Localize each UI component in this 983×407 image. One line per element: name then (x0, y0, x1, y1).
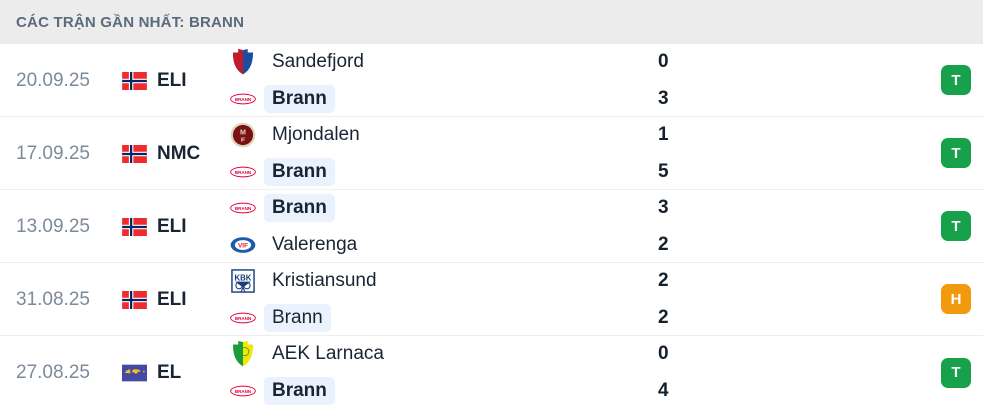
svg-text:M: M (240, 128, 246, 136)
svg-text:BRANN: BRANN (235, 206, 251, 211)
svg-text:KBK: KBK (235, 273, 252, 282)
svg-text:IF: IF (241, 138, 246, 144)
svg-text:BRANN: BRANN (235, 97, 251, 102)
svg-text:BRANN: BRANN (235, 389, 251, 394)
svg-text:BRANN: BRANN (235, 170, 251, 175)
svg-text:VIF: VIF (238, 243, 248, 250)
svg-text:BRANN: BRANN (235, 316, 251, 321)
